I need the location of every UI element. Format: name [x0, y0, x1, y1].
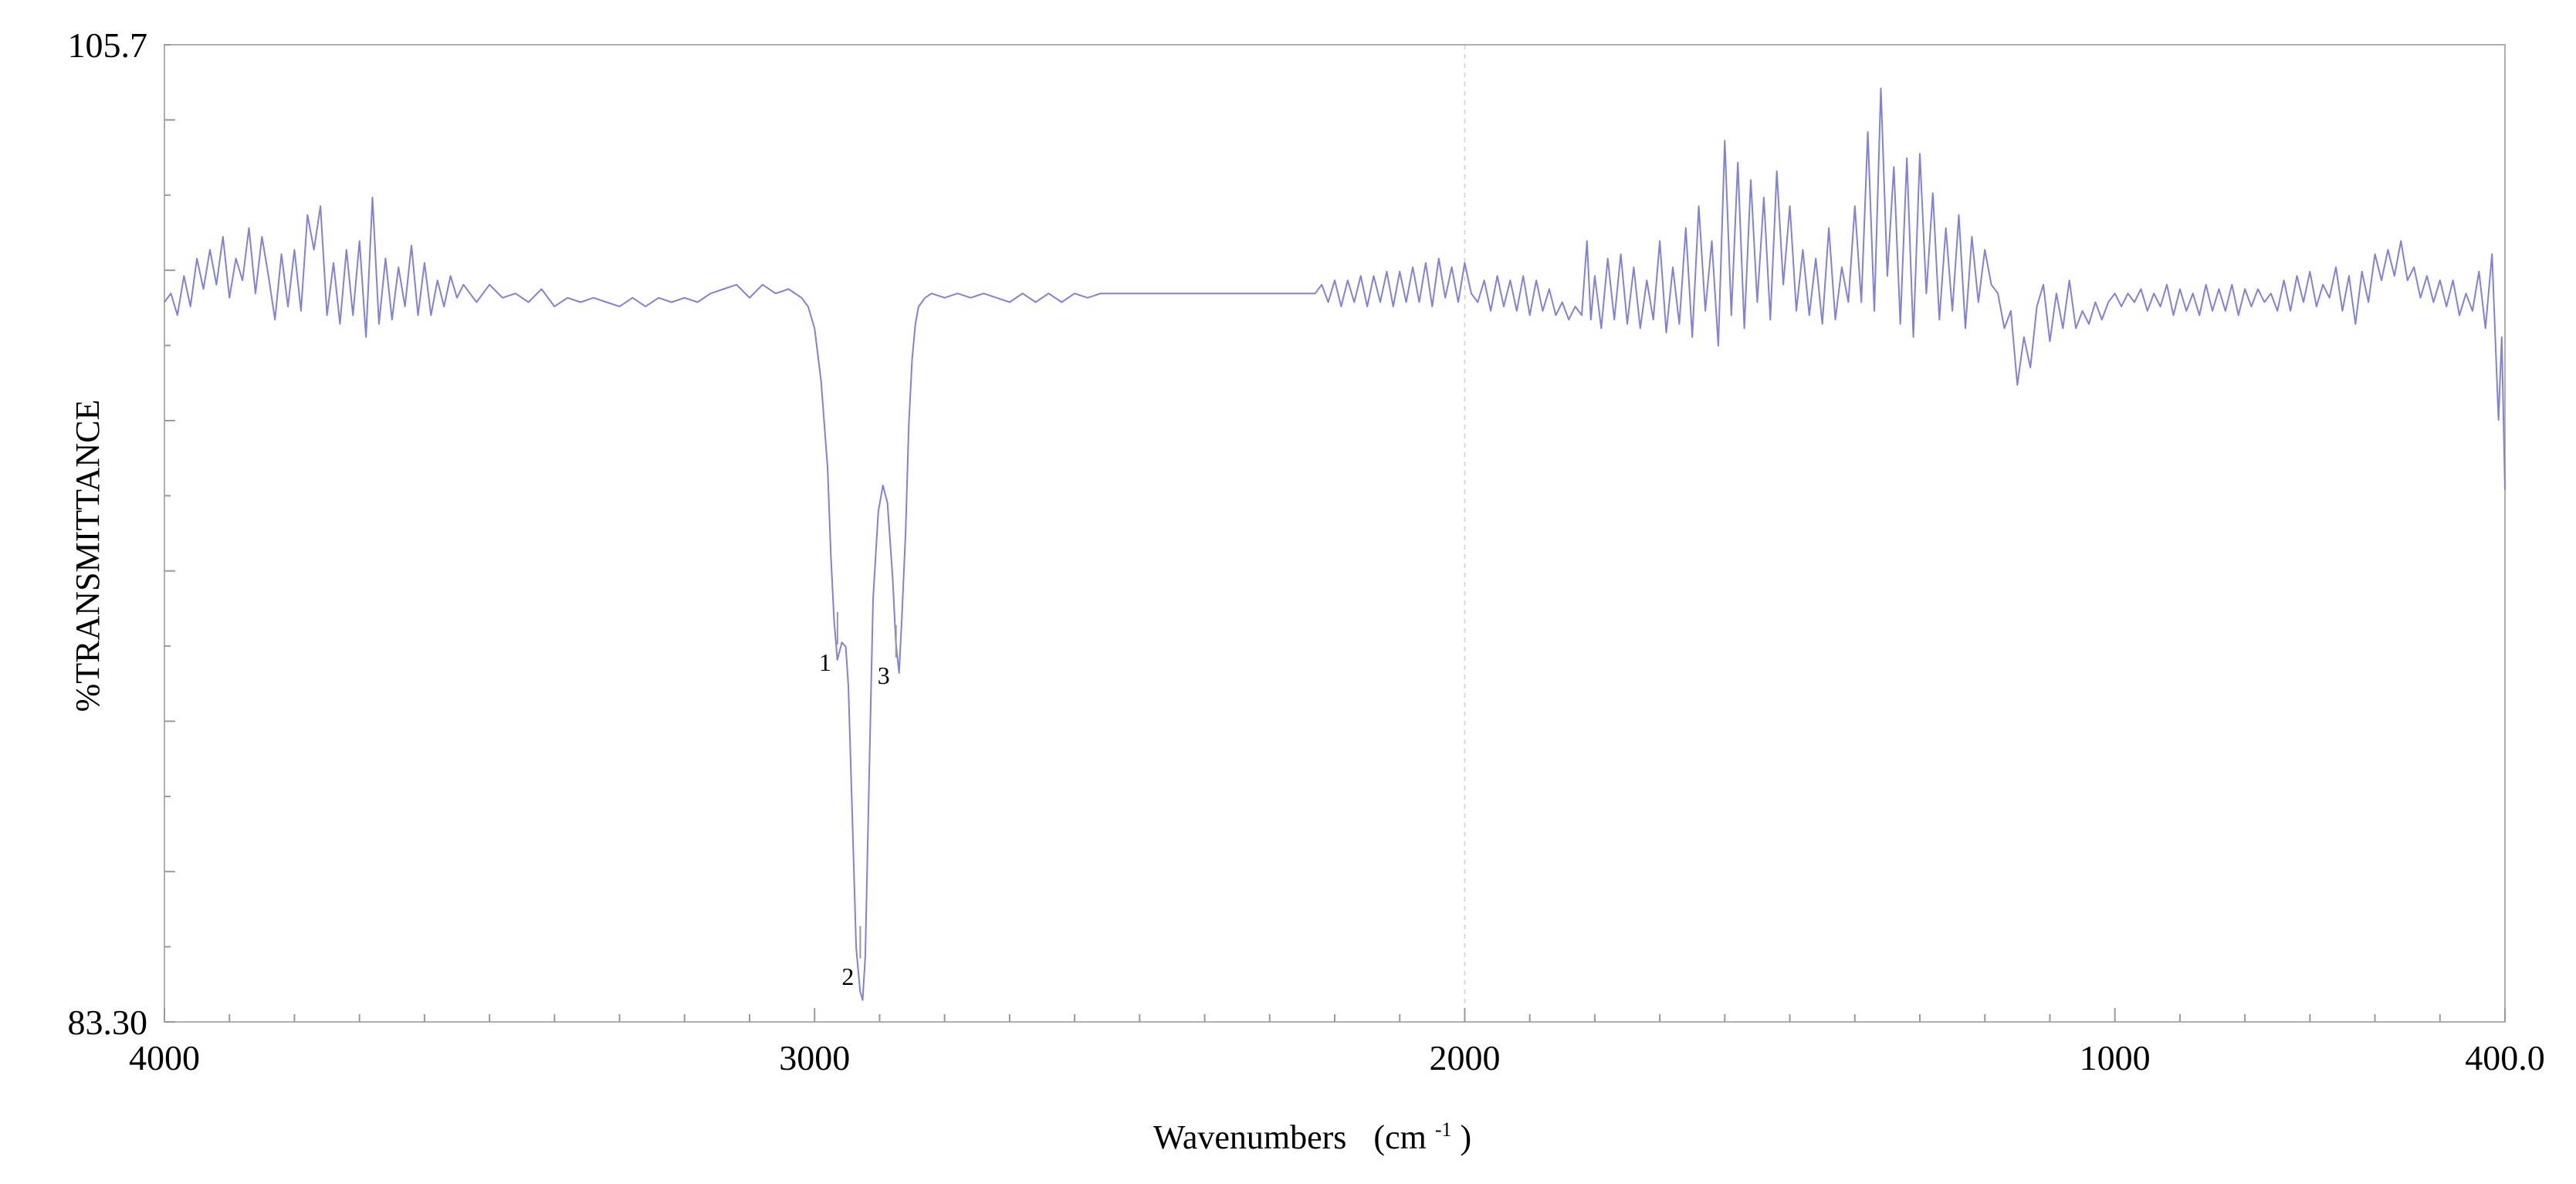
peak-labels: 1 2 3 [819, 611, 897, 990]
y-tick-label-1: 83.30 [68, 1003, 148, 1042]
tick-marks [164, 44, 2506, 1023]
spectrum-line-0 [164, 87, 2506, 1001]
y-tick-label-0: 105.7 [68, 25, 148, 65]
x-axis-title-name: Wavenumbers [1153, 1118, 1347, 1156]
x-tick-label-4: 400.0 [2465, 1038, 2545, 1077]
x-axis-title-unit: (cm [1373, 1118, 1426, 1156]
y-axis-title: %TRANSMITTANCE [69, 400, 107, 712]
x-axis-title-unit-close: ) [1461, 1118, 1472, 1156]
peak-label-2: 2 [841, 962, 854, 990]
peak-label-3: 3 [878, 661, 890, 689]
axis-labels: 4000 3000 2000 1000 400.0 105.7 83.30 [68, 25, 2545, 1077]
x-tick-label-1: 3000 [779, 1038, 850, 1077]
x-axis-title: Wavenumbers (cm -1 ) [1153, 1106, 1471, 1156]
x-axis-title-unit-exp: -1 [1435, 1118, 1452, 1141]
x-tick-label-2: 2000 [1429, 1038, 1500, 1077]
x-tick-label-0: 4000 [129, 1038, 200, 1077]
peak-label-1: 1 [819, 648, 831, 676]
series-layer [164, 87, 2506, 1001]
x-tick-label-3: 1000 [2080, 1038, 2151, 1077]
